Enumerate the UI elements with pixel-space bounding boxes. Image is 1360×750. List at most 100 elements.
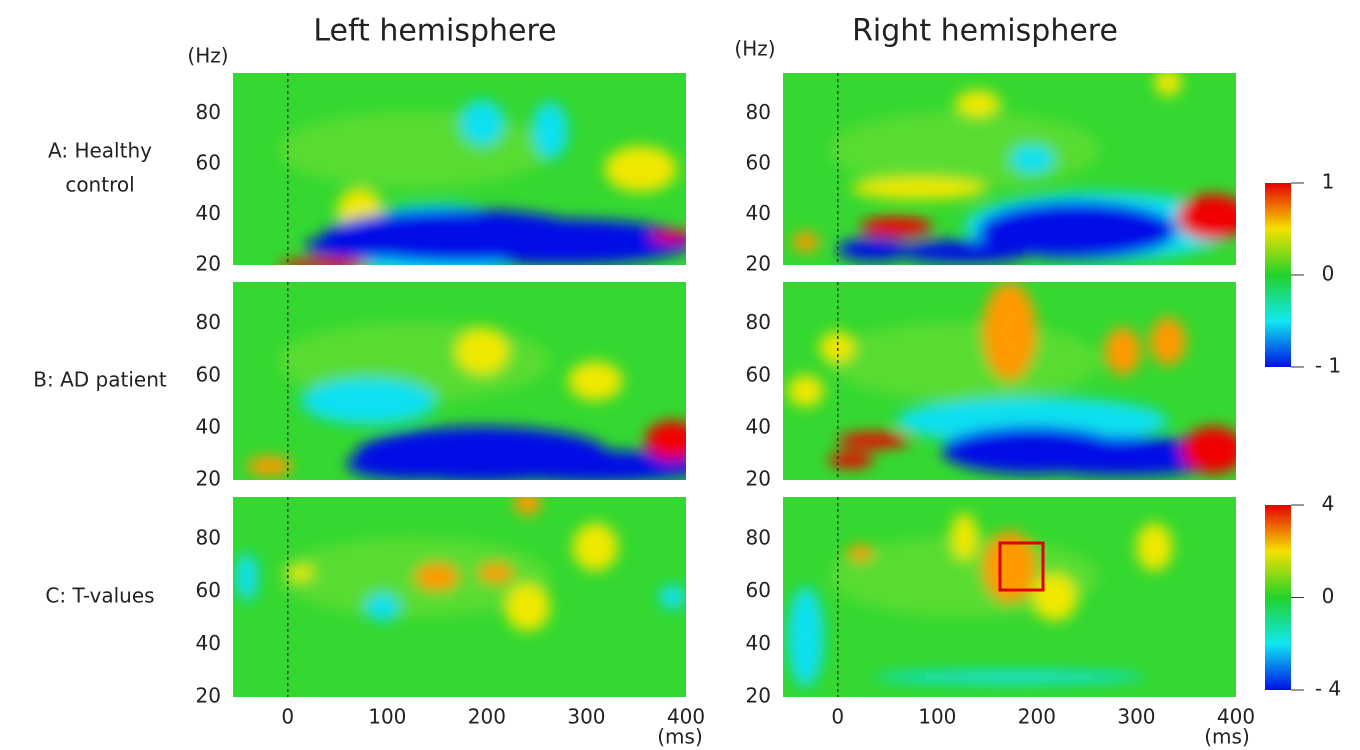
heatmap-blob bbox=[982, 282, 1037, 381]
x-tick-label: 300 bbox=[1117, 705, 1155, 729]
heatmap-blob bbox=[828, 321, 1101, 401]
row-label: control bbox=[65, 173, 134, 197]
x-tick-label: 400 bbox=[667, 705, 705, 729]
heatmap-blob bbox=[482, 450, 686, 480]
heatmap-blob bbox=[531, 101, 569, 160]
y-tick-label: 80 bbox=[196, 310, 221, 334]
colorbar-label: 4 bbox=[1322, 492, 1335, 516]
x-tick-label: 300 bbox=[567, 705, 605, 729]
y-tick-label: 20 bbox=[746, 467, 771, 491]
heatmap-blob bbox=[787, 375, 824, 407]
heatmap-blob bbox=[950, 513, 978, 561]
heatmap-blob bbox=[1009, 144, 1055, 175]
heatmap-blob bbox=[572, 523, 619, 571]
heatmap-blob bbox=[896, 240, 1033, 264]
heatmap-texture bbox=[787, 513, 1173, 687]
heatmap-blob bbox=[454, 327, 510, 376]
heatmap-blob bbox=[1154, 73, 1182, 97]
y-tick-label: 40 bbox=[746, 631, 771, 655]
heatmap-blob bbox=[1032, 573, 1078, 621]
row-label: B: AD patient bbox=[33, 368, 167, 392]
x-tick-label: 0 bbox=[831, 705, 844, 729]
heatmap-blob bbox=[819, 331, 856, 364]
y-tick-label: 80 bbox=[196, 526, 221, 550]
heatmap-blob bbox=[860, 217, 933, 237]
right-title: Right hemisphere bbox=[852, 14, 1118, 49]
heatmap-blob bbox=[346, 448, 483, 480]
heatmap-blob bbox=[1104, 327, 1141, 376]
y-tick-label: 40 bbox=[196, 631, 221, 655]
y-tick-label: 40 bbox=[196, 201, 221, 225]
row-label: A: Healthy bbox=[48, 139, 152, 163]
heatmap-panel bbox=[783, 497, 1236, 697]
heatmap-texture bbox=[792, 73, 1236, 264]
heatmap-panel bbox=[233, 73, 686, 265]
heatmap-blob bbox=[568, 361, 623, 401]
y-tick-label: 60 bbox=[196, 362, 221, 386]
x-tick-label: 0 bbox=[281, 705, 294, 729]
y-tick-label: 20 bbox=[746, 252, 771, 276]
y-tick-label: 60 bbox=[746, 578, 771, 602]
heatmap-blob bbox=[850, 176, 987, 200]
y-tick-label: 60 bbox=[196, 578, 221, 602]
colorbar-label: 0 bbox=[1322, 262, 1335, 286]
heatmap-blob bbox=[278, 259, 369, 265]
x-tick-label: 200 bbox=[468, 705, 506, 729]
x-unit: (ms) bbox=[657, 725, 703, 749]
y-tick-label: 60 bbox=[746, 362, 771, 386]
heatmap-blob bbox=[235, 553, 258, 601]
heatmap-texture bbox=[246, 321, 686, 480]
heatmap-blob bbox=[1136, 523, 1173, 571]
y-unit: (Hz) bbox=[187, 44, 228, 68]
highlight-box bbox=[998, 541, 1045, 592]
heatmap-panel bbox=[783, 73, 1236, 265]
heatmap-blob bbox=[837, 432, 910, 449]
x-tick-label: 100 bbox=[918, 705, 956, 729]
heatmap-blob bbox=[1009, 436, 1236, 477]
y-tick-label: 60 bbox=[196, 150, 221, 174]
left-title: Left hemisphere bbox=[313, 14, 556, 49]
heatmap-blob bbox=[246, 456, 292, 477]
y-tick-label: 20 bbox=[196, 684, 221, 708]
heatmap-texture bbox=[235, 497, 686, 631]
heatmap-panel bbox=[783, 282, 1236, 480]
heatmap-blob bbox=[604, 145, 677, 193]
x-unit: (ms) bbox=[1204, 725, 1250, 749]
colorbar bbox=[1265, 505, 1291, 690]
colorbar-label: 1 bbox=[1322, 170, 1335, 194]
heatmap-texture bbox=[278, 99, 686, 265]
heatmap-panel bbox=[233, 282, 686, 480]
heatmap-blob bbox=[414, 563, 460, 591]
y-tick-label: 80 bbox=[746, 100, 771, 124]
heatmap-blob bbox=[828, 452, 874, 469]
heatmap-blob bbox=[305, 232, 433, 260]
heatmap-blob bbox=[837, 238, 910, 262]
y-unit: (Hz) bbox=[734, 37, 775, 61]
heatmap-blob bbox=[828, 111, 1101, 189]
y-tick-label: 40 bbox=[196, 414, 221, 438]
heatmap-panel bbox=[233, 497, 686, 697]
heatmap-blob bbox=[645, 420, 686, 461]
heatmap-blob bbox=[459, 99, 505, 146]
heatmap-blob bbox=[658, 585, 686, 609]
heatmap-blob bbox=[896, 396, 1169, 445]
heatmap-blob bbox=[477, 563, 514, 583]
y-tick-label: 20 bbox=[746, 684, 771, 708]
heatmap-blob bbox=[364, 593, 401, 621]
x-tick-label: 400 bbox=[1217, 705, 1255, 729]
heatmap-texture bbox=[787, 282, 1236, 477]
colorbar bbox=[1265, 183, 1291, 367]
x-tick-label: 200 bbox=[1018, 705, 1056, 729]
heatmap-blob bbox=[504, 583, 551, 631]
colorbar-label: - 1 bbox=[1315, 354, 1341, 378]
heatmap-blob bbox=[1181, 426, 1236, 475]
colorbar-label: - 4 bbox=[1315, 677, 1341, 701]
y-tick-label: 80 bbox=[746, 310, 771, 334]
heatmap-blob bbox=[423, 218, 686, 265]
heatmap-blob bbox=[278, 111, 551, 189]
heatmap-blob bbox=[982, 531, 1037, 603]
heatmap-blob bbox=[787, 587, 824, 687]
heatmap-blob bbox=[792, 232, 820, 252]
heatmap-blob bbox=[846, 545, 874, 561]
